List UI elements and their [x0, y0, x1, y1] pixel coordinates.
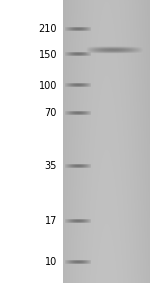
Text: 35: 35: [45, 161, 57, 171]
Text: 10: 10: [45, 257, 57, 267]
Text: 100: 100: [39, 81, 57, 91]
Text: 17: 17: [45, 216, 57, 226]
Text: 210: 210: [39, 24, 57, 34]
Text: 70: 70: [45, 108, 57, 118]
Text: 150: 150: [39, 50, 57, 60]
